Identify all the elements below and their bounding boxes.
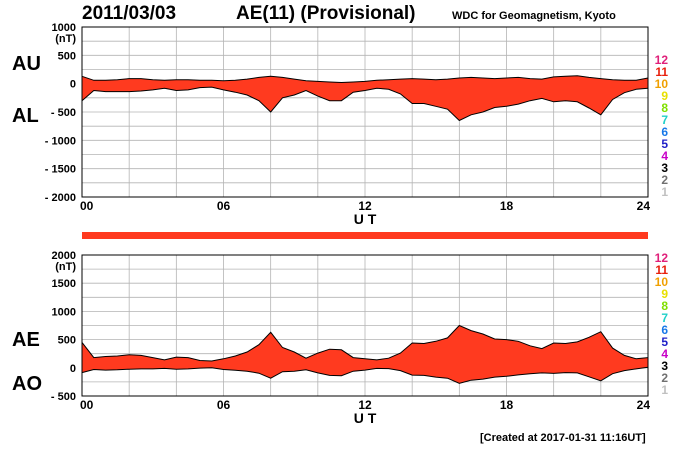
legend-item: 10 xyxy=(655,77,669,91)
y-tick-label: - 2000 xyxy=(45,192,76,204)
x-tick-label: 18 xyxy=(500,398,514,412)
x-tick-label: 00 xyxy=(80,398,94,412)
x-tick-label: 00 xyxy=(80,199,94,213)
created-timestamp: [Created at 2017-01-31 11:16UT] xyxy=(480,432,646,444)
legend-item: 4 xyxy=(661,347,668,361)
legend-item: 5 xyxy=(661,137,668,151)
series-line-au xyxy=(81,75,649,84)
y-tick-label: 500 xyxy=(58,50,76,62)
x-tick-label: 06 xyxy=(217,199,231,213)
series-label-upper: AE xyxy=(12,329,40,351)
y-tick-label: 1500 xyxy=(52,278,76,290)
divider-bar xyxy=(82,232,648,239)
series-line-ao xyxy=(81,366,649,384)
legend-item: 3 xyxy=(661,161,668,175)
legend-item: 5 xyxy=(661,335,668,349)
y-tick-label: 0 xyxy=(70,79,76,91)
legend-item: 2 xyxy=(661,371,668,385)
series-label-lower: AO xyxy=(12,373,42,395)
plot-frame xyxy=(81,26,649,198)
y-tick-label: 1000 xyxy=(52,22,76,34)
legend-item: 1 xyxy=(661,383,668,397)
legend-item: 9 xyxy=(661,287,668,301)
x-axis-label: U T xyxy=(354,410,377,426)
legend-item: 6 xyxy=(661,125,668,139)
chart-title: AE(11) (Provisional) xyxy=(236,3,416,24)
legend-item: 12 xyxy=(655,251,669,265)
legend-item: 1 xyxy=(661,185,668,199)
y-tick-label: - 500 xyxy=(51,391,76,403)
y-tick-label: 1000 xyxy=(52,306,76,318)
y-tick-label: - 500 xyxy=(51,107,76,119)
legend-item: 9 xyxy=(661,89,668,103)
y-tick-label: - 1500 xyxy=(45,164,76,176)
au-al-panel: 1000 500 0 - 500 - 1000 - 1500 - 2000 (nT) 00 06 1… xyxy=(12,22,668,227)
legend-item: 6 xyxy=(661,323,668,337)
unit-label: (nT) xyxy=(55,261,76,273)
legend-item: 12 xyxy=(655,53,669,67)
activity-band xyxy=(82,75,648,121)
legend-item: 8 xyxy=(661,299,668,313)
legend-item: 11 xyxy=(655,263,668,277)
legend-item: 7 xyxy=(661,113,668,127)
series-label-upper: AU xyxy=(12,53,41,75)
series-label-lower: AL xyxy=(12,105,39,127)
plot-frame xyxy=(81,254,649,397)
legend-item: 3 xyxy=(661,359,668,373)
legend-item: 10 xyxy=(655,275,669,289)
x-tick-label: 24 xyxy=(637,398,651,412)
y-tick-label: - 1000 xyxy=(45,135,76,147)
legend-item: 2 xyxy=(661,173,668,187)
x-tick-label: 12 xyxy=(358,199,372,213)
series-line-al xyxy=(81,86,649,122)
x-tick-label: 12 xyxy=(358,398,372,412)
x-tick-label: 18 xyxy=(500,199,514,213)
chart-date: 2011/03/03 xyxy=(82,3,177,24)
x-tick-label: 06 xyxy=(217,398,231,412)
y-tick-label: 500 xyxy=(58,335,76,347)
y-tick-label: 2000 xyxy=(52,250,76,262)
legend-item: 8 xyxy=(661,101,668,115)
unit-label: (nT) xyxy=(55,33,76,45)
legend-item: 11 xyxy=(655,65,668,79)
legend-item: 7 xyxy=(661,311,668,325)
x-tick-label: 24 xyxy=(637,199,651,213)
legend-item: 4 xyxy=(661,149,668,163)
y-tick-label: 0 xyxy=(70,363,76,375)
series-line-ae xyxy=(81,324,649,362)
organization-label: WDC for Geomagnetism, Kyoto xyxy=(452,10,616,22)
x-axis-label: U T xyxy=(354,211,377,227)
